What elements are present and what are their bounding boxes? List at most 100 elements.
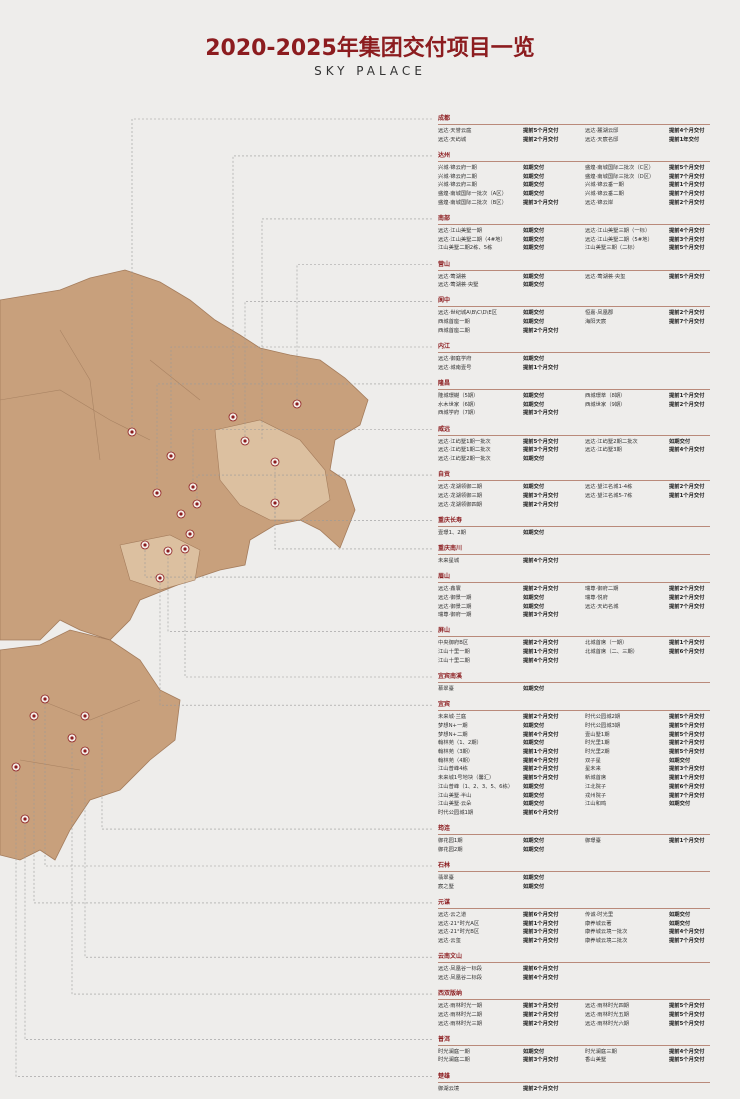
leader-line — [296, 264, 432, 404]
project-name: 远达·莺湖荟·央玺 — [585, 273, 626, 280]
project-name: 兴城·锦云府一期 — [438, 164, 477, 171]
project-name: 御花园1期 — [438, 838, 463, 845]
delivery-status: 如期交付 — [523, 529, 545, 536]
project-name: 瑞尊·悦府 — [585, 594, 608, 601]
delivery-status: 提前2个月交付 — [669, 586, 705, 593]
project-name: 戎州院子 — [585, 792, 607, 799]
project-name: 远达·御景二期 — [438, 603, 472, 610]
delivery-status: 提前1个月交付 — [669, 182, 705, 189]
city-name: 眉山 — [438, 572, 710, 584]
leader-line — [33, 716, 432, 904]
project-name: 江山普峰（1、2、3、5、6栋） — [438, 783, 514, 790]
location-dot — [155, 491, 159, 495]
delivery-status: 提前4个月交付 — [523, 557, 559, 564]
project-name: 远达·云玺 — [438, 938, 461, 944]
location-dot — [243, 439, 247, 443]
delivery-status: 如期交付 — [523, 182, 545, 189]
delivery-status: 如期交付 — [523, 282, 545, 289]
project-name: 远达·21°时光A区 — [438, 920, 480, 927]
project-name: 瑞尊·御府二期 — [585, 586, 619, 593]
delivery-status: 如期交付 — [669, 438, 691, 445]
project-name: 远达·麓湖云邸 — [585, 128, 619, 134]
map-region — [0, 269, 369, 641]
delivery-status: 如期交付 — [523, 686, 545, 692]
project-name: 康养城云境二批次 — [585, 938, 628, 944]
project-name: 北城首席（二、三期） — [585, 649, 638, 656]
project-name: 西城璟萃（8期） — [585, 392, 626, 399]
project-name: 远达·江屿墅2期二批次 — [585, 438, 638, 445]
project-name: 远达·鑫寰 — [438, 586, 461, 593]
project-name: 盛煌·南城国际二批次（C区） — [585, 164, 654, 171]
project-name: 时代公园城3期 — [585, 722, 621, 729]
leader-line — [170, 346, 432, 456]
project-name: 隆城璟樾（5期） — [438, 392, 479, 399]
delivery-status: 提前2个月交付 — [669, 484, 705, 491]
project-name: 宸之墅 — [438, 883, 454, 890]
project-name: 御花园2期 — [438, 846, 463, 853]
delivery-status: 提前5个月交付 — [669, 1011, 705, 1018]
delivery-status: 提前3个月交付 — [523, 1057, 559, 1064]
delivery-status: 提前5个月交付 — [523, 128, 559, 134]
subtitle: SKY PALACE — [314, 64, 426, 78]
project-name: 时光里1期 — [585, 740, 610, 747]
location-dot — [195, 502, 199, 506]
project-name: 远达·天屿名城 — [585, 603, 619, 610]
project-name: 江山美墅·云朵 — [438, 801, 472, 808]
delivery-status: 如期交付 — [669, 757, 691, 764]
project-name: 翡翠臺 — [438, 875, 454, 881]
delivery-status: 提前5个月交付 — [669, 1020, 705, 1027]
project-name: 盛煌·南城国际三批次（D区） — [585, 173, 655, 180]
project-name: 远达·雨林时光二期 — [438, 1011, 483, 1018]
project-name: 未来城·兰庭 — [438, 714, 467, 721]
delivery-status: 提前5个月交付 — [669, 1003, 705, 1010]
delivery-status: 提前7个月交付 — [669, 938, 705, 944]
project-name: 远达·龙湖领御三期 — [438, 492, 483, 499]
location-dot — [130, 430, 134, 434]
project-name: 远达·21°时光B区 — [438, 929, 480, 936]
delivery-status: 如期交付 — [523, 740, 545, 747]
location-dot — [32, 714, 36, 718]
delivery-status: 提前5个月交付 — [669, 714, 705, 721]
delivery-status: 提前7个月交付 — [669, 792, 705, 799]
city-name: 楚雄 — [438, 1072, 710, 1083]
delivery-status: 提前7个月交付 — [669, 191, 705, 197]
project-name: 远达·望江名城1-4栋 — [585, 484, 633, 491]
leader-line — [144, 545, 432, 578]
delivery-status: 如期交付 — [523, 883, 545, 890]
map-border — [0, 329, 201, 771]
delivery-status: 提前2个月交付 — [523, 1085, 559, 1092]
project-name: 梦想N+二期 — [438, 731, 468, 738]
delivery-status: 提前3个月交付 — [523, 612, 559, 619]
project-name: 远达·凤凰谷一标段 — [438, 966, 483, 973]
project-name: 翰林苑（1、2期） — [438, 740, 482, 747]
location-dot — [231, 415, 235, 419]
delivery-status: 提前5个月交付 — [669, 749, 705, 755]
delivery-status: 如期交付 — [523, 455, 545, 462]
title: 2020-2025年集团交付项目一览 — [205, 36, 535, 61]
delivery-status: 提前1个月交付 — [523, 364, 559, 371]
leader-line — [261, 218, 432, 441]
project-name: 远达·世纪城A\B\C\D\E区 — [438, 310, 497, 317]
project-name: 康养城云境一批次 — [585, 929, 628, 936]
project-name: 远达·天宸名邸 — [585, 136, 619, 143]
delivery-status: 如期交付 — [523, 875, 545, 881]
project-name: 远达·江山美墅二期（4#地） — [438, 236, 506, 243]
project-name: 远达·城南壹号 — [438, 364, 472, 371]
delivery-status: 如期交付 — [523, 838, 545, 845]
city-name: 西双版纳 — [438, 989, 710, 1001]
delivery-status: 提前3个月交付 — [523, 492, 559, 499]
delivery-status: 提前5个月交付 — [669, 1057, 705, 1064]
project-name: 远达·锦云岸 — [585, 199, 614, 206]
project-name: 海阳天宸 — [585, 319, 607, 326]
delivery-status: 提前5个月交付 — [523, 438, 559, 445]
delivery-status: 提前5个月交付 — [669, 731, 705, 738]
project-name: 未来星城 — [438, 557, 460, 564]
leader-line — [15, 767, 432, 1077]
city-name: 阆中 — [438, 296, 710, 308]
location-dot — [166, 549, 170, 553]
leader-line — [192, 429, 432, 487]
delivery-status: 提前4个月交付 — [669, 227, 705, 234]
project-name: 壹山墅1期 — [585, 731, 610, 738]
project-name: 御湖云境 — [438, 1085, 460, 1092]
